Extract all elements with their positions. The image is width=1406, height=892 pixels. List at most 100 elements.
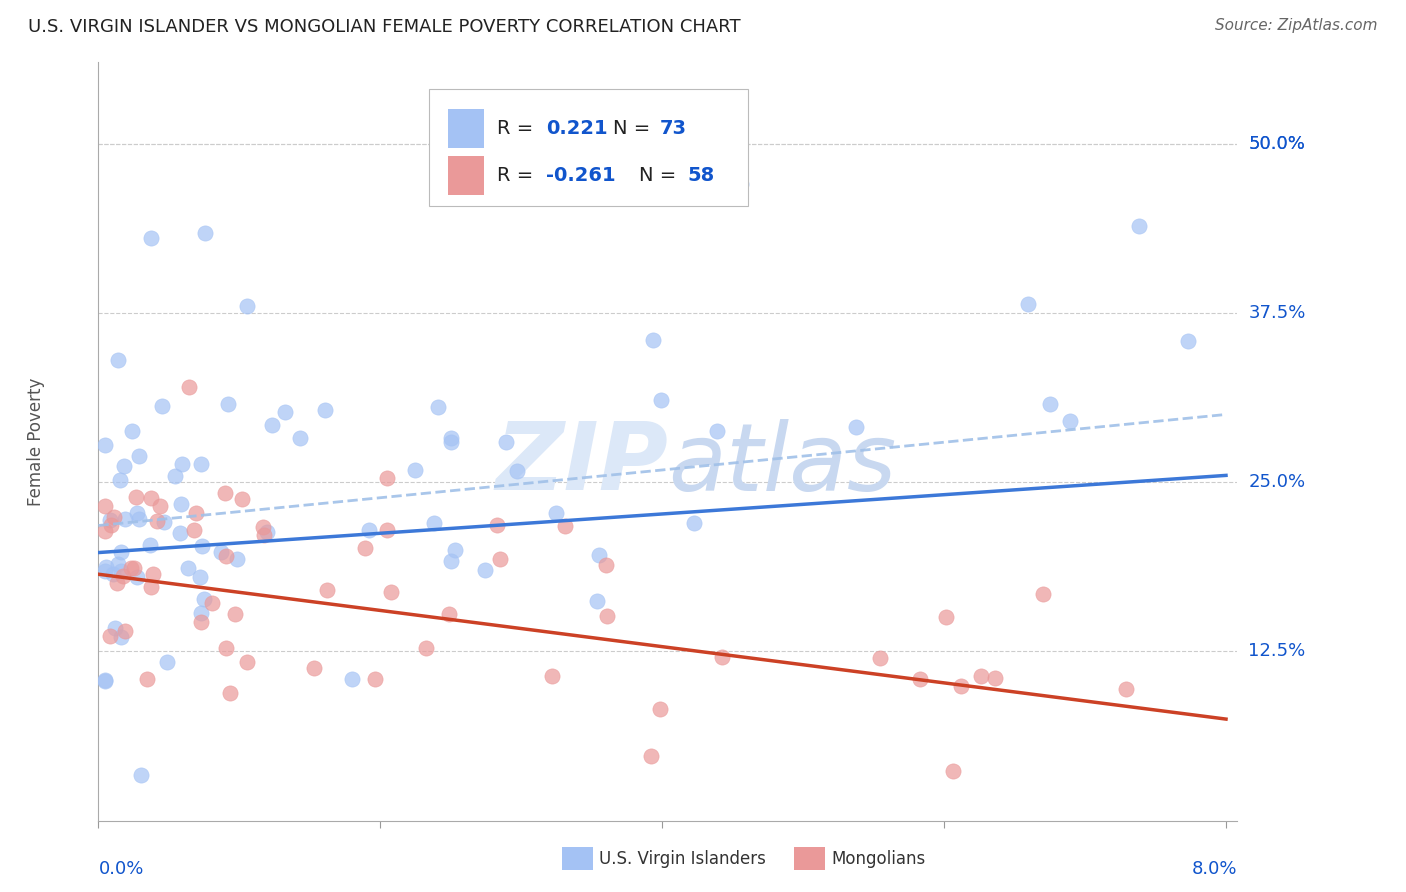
Point — [153, 515, 176, 529]
Point — [256, 525, 278, 540]
Point — [217, 397, 239, 411]
Point — [845, 420, 868, 434]
Point — [554, 518, 576, 533]
Point — [142, 566, 165, 581]
Point — [176, 560, 198, 574]
Point — [353, 541, 375, 555]
FancyBboxPatch shape — [449, 156, 485, 195]
Point — [706, 424, 728, 438]
Point — [422, 516, 444, 530]
Point — [191, 539, 214, 553]
Point — [165, 468, 187, 483]
Point — [224, 607, 246, 621]
Point — [910, 672, 932, 686]
Point — [941, 764, 963, 778]
Text: 25.0%: 25.0% — [1249, 473, 1306, 491]
FancyBboxPatch shape — [449, 109, 485, 148]
Point — [869, 651, 891, 665]
Point — [105, 575, 128, 590]
Point — [969, 669, 991, 683]
Point — [226, 552, 249, 566]
Point — [209, 545, 232, 559]
Point — [437, 607, 460, 621]
Point — [380, 585, 402, 599]
Point — [103, 510, 125, 524]
Point — [110, 630, 132, 644]
Text: U.S. Virgin Islanders: U.S. Virgin Islanders — [599, 850, 766, 868]
Point — [495, 434, 517, 449]
Point — [136, 672, 159, 686]
Point — [595, 558, 617, 572]
Point — [122, 561, 145, 575]
Text: U.S. VIRGIN ISLANDER VS MONGOLIAN FEMALE POVERTY CORRELATION CHART: U.S. VIRGIN ISLANDER VS MONGOLIAN FEMALE… — [28, 18, 741, 36]
Point — [141, 580, 163, 594]
Point — [125, 491, 148, 505]
Point — [110, 564, 132, 578]
Point — [650, 392, 672, 407]
Text: N =: N = — [640, 166, 683, 185]
Point — [129, 768, 152, 782]
Text: 50.0%: 50.0% — [1249, 135, 1305, 153]
Point — [128, 450, 150, 464]
Point — [302, 661, 325, 675]
Point — [107, 353, 129, 368]
Text: R =: R = — [498, 119, 540, 138]
Point — [170, 497, 193, 511]
Text: 12.5%: 12.5% — [1249, 642, 1306, 660]
Point — [935, 609, 957, 624]
Text: 37.5%: 37.5% — [1249, 304, 1306, 322]
Point — [586, 594, 609, 608]
Point — [127, 506, 149, 520]
Point — [100, 629, 122, 643]
Point — [184, 506, 207, 520]
Text: 8.0%: 8.0% — [1192, 860, 1237, 878]
Point — [156, 655, 179, 669]
Point — [94, 524, 117, 538]
Text: 0.0%: 0.0% — [98, 860, 143, 878]
Point — [1032, 587, 1054, 601]
Point — [541, 669, 564, 683]
Point — [145, 514, 167, 528]
Point — [506, 464, 529, 478]
Point — [94, 560, 117, 574]
Point — [474, 563, 496, 577]
Point — [127, 570, 149, 584]
Point — [375, 523, 398, 537]
Point — [94, 438, 117, 452]
Point — [190, 606, 212, 620]
Point — [236, 299, 259, 313]
Point — [314, 402, 336, 417]
Point — [139, 491, 162, 506]
Point — [404, 463, 426, 477]
Point — [588, 548, 610, 562]
Point — [183, 523, 205, 537]
Point — [112, 458, 135, 473]
Point — [194, 226, 217, 240]
Point — [984, 672, 1007, 686]
Point — [364, 672, 387, 686]
Text: 0.221: 0.221 — [546, 119, 607, 138]
Point — [98, 513, 121, 527]
Text: Mongolians: Mongolians — [831, 850, 925, 868]
Point — [236, 655, 259, 669]
Text: -0.261: -0.261 — [546, 166, 616, 185]
Point — [150, 399, 173, 413]
Point — [488, 552, 510, 566]
Point — [730, 178, 752, 192]
Text: Female Poverty: Female Poverty — [27, 377, 45, 506]
Point — [643, 333, 665, 347]
Point — [188, 570, 211, 584]
Point — [94, 499, 117, 513]
Point — [260, 417, 283, 432]
Point — [440, 435, 463, 450]
Point — [316, 583, 339, 598]
Point — [94, 564, 117, 578]
Point — [375, 471, 398, 485]
Point — [114, 511, 136, 525]
Point — [1128, 219, 1150, 234]
Text: ZIP: ZIP — [495, 418, 668, 510]
Point — [485, 517, 508, 532]
Point — [252, 520, 274, 534]
Point — [231, 492, 253, 507]
Point — [1115, 682, 1137, 697]
